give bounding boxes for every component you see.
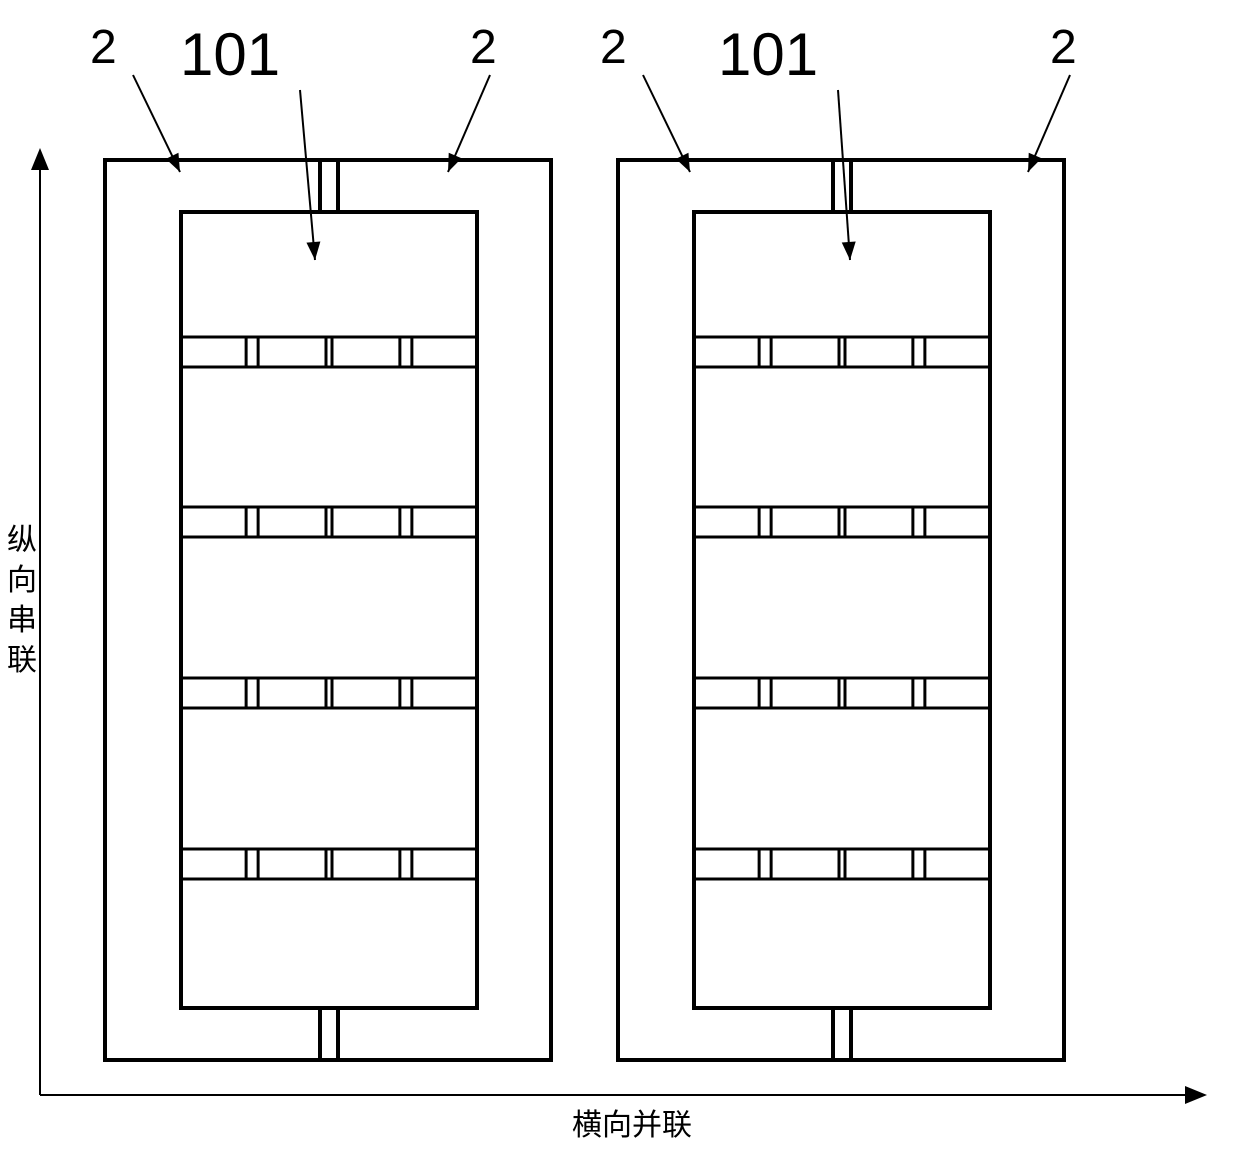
outer-frame-left: [105, 160, 323, 1060]
stub-bottom: [833, 1008, 851, 1060]
callout-2: 2: [1050, 21, 1077, 74]
axis-vertical-label: 向: [7, 564, 37, 597]
row-band: [181, 849, 477, 879]
stub-top: [320, 160, 338, 212]
axis-horizontal-arrow: [1185, 1086, 1207, 1104]
outer-frame-right: [333, 160, 551, 1060]
axis-vertical-label: 串: [7, 604, 37, 637]
callout-2: 2: [470, 21, 497, 74]
module-group: [105, 160, 551, 1060]
axis-vertical-label: 联: [7, 644, 37, 677]
row-band: [694, 678, 990, 708]
stub-top: [833, 160, 851, 212]
row-band: [694, 849, 990, 879]
axis-vertical-arrow: [31, 148, 49, 170]
outer-frame-right: [846, 160, 1064, 1060]
row-band: [181, 678, 477, 708]
row-band: [694, 507, 990, 537]
callout-101: 101: [718, 21, 818, 88]
row-band: [181, 507, 477, 537]
callout-2: 2: [600, 21, 627, 74]
axis-horizontal-label: 横向并联: [572, 1109, 692, 1142]
row-band: [181, 337, 477, 367]
stub-bottom: [320, 1008, 338, 1060]
module-group: [618, 160, 1064, 1060]
outer-frame-left: [618, 160, 836, 1060]
callout-101: 101: [180, 21, 280, 88]
callout-2: 2: [90, 21, 117, 74]
inner-stack: [181, 212, 477, 1008]
axis-vertical-label: 纵: [7, 524, 37, 557]
inner-stack: [694, 212, 990, 1008]
row-band: [694, 337, 990, 367]
